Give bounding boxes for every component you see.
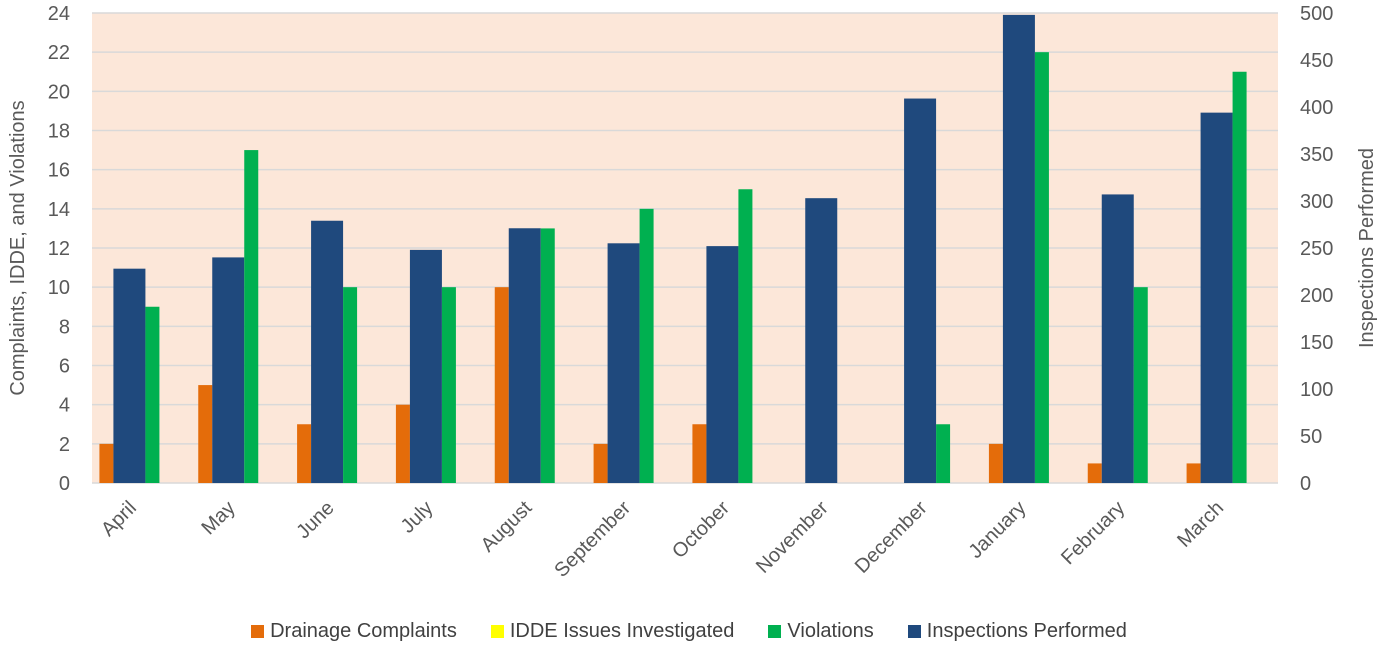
bar-violations bbox=[936, 424, 951, 483]
legend: Drainage Complaints IDDE Issues Investig… bbox=[0, 620, 1378, 643]
grid-lines bbox=[92, 12, 1278, 484]
bars bbox=[99, 14, 1247, 484]
bar-violations bbox=[343, 287, 358, 483]
bar-violations bbox=[441, 287, 456, 483]
y-tick-label: 4 bbox=[59, 395, 70, 417]
legend-item-inspections-performed: Inspections Performed bbox=[907, 620, 1127, 643]
legend-label-drainage-complaints: Drainage Complaints bbox=[270, 620, 457, 642]
y2-tick-label: 450 bbox=[1300, 50, 1333, 72]
bar-inspections-performed bbox=[113, 268, 146, 483]
legend-label-violations: Violations bbox=[787, 620, 874, 642]
bar-inspections-performed bbox=[409, 249, 442, 483]
bar-inspections-performed bbox=[311, 220, 344, 484]
legend-label-inspections-performed: Inspections Performed bbox=[926, 620, 1127, 642]
bar-drainage-complaints bbox=[198, 385, 213, 483]
y-tick-label: 0 bbox=[59, 473, 70, 495]
x-tick-label: December bbox=[851, 497, 932, 578]
y2-tick-label: 100 bbox=[1300, 379, 1333, 401]
legend-swatch-idde-issues bbox=[490, 625, 504, 638]
y2-tick-label: 500 bbox=[1300, 3, 1333, 25]
y-tick-label: 18 bbox=[48, 121, 70, 143]
y-tick-label: 20 bbox=[48, 81, 70, 103]
y-tick-label: 16 bbox=[48, 160, 70, 182]
bar-drainage-complaints bbox=[297, 424, 312, 483]
x-tick-label: March bbox=[1173, 497, 1228, 552]
bar-inspections-performed bbox=[607, 243, 640, 483]
x-tick-label: April bbox=[97, 497, 141, 541]
bar-drainage-complaints bbox=[692, 424, 707, 483]
y-tick-label: 22 bbox=[48, 42, 70, 64]
bar-violations bbox=[1133, 287, 1148, 483]
legend-item-violations: Violations bbox=[768, 620, 874, 643]
bar-inspections-performed bbox=[805, 198, 838, 483]
bar-violations bbox=[540, 228, 555, 483]
x-tick-label: September bbox=[550, 497, 635, 582]
y-tick-label: 14 bbox=[48, 199, 70, 221]
bar-inspections-performed bbox=[904, 98, 937, 483]
bar-drainage-complaints bbox=[1186, 463, 1201, 483]
legend-swatch-violations bbox=[768, 625, 782, 638]
x-tick-label: August bbox=[477, 497, 537, 557]
x-tick-label: January bbox=[965, 497, 1031, 563]
y-tick-label: 2 bbox=[59, 434, 70, 456]
bar-drainage-complaints bbox=[494, 287, 509, 483]
bar-violations bbox=[639, 208, 654, 484]
y2-tick-label: 150 bbox=[1300, 332, 1333, 354]
y2-tick-label: 300 bbox=[1300, 191, 1333, 213]
y-tick-label: 6 bbox=[59, 356, 70, 378]
y-tick-label: 12 bbox=[48, 238, 70, 260]
y-tick-label: 24 bbox=[48, 3, 70, 25]
x-tick-label: June bbox=[292, 497, 338, 543]
legend-swatch-drainage-complaints bbox=[251, 625, 265, 638]
y2-tick-label: 200 bbox=[1300, 285, 1333, 307]
bar-violations bbox=[1034, 52, 1049, 484]
legend-label-idde-issues: IDDE Issues Investigated bbox=[509, 620, 735, 642]
bar-drainage-complaints bbox=[99, 443, 114, 483]
y2-tick-label: 350 bbox=[1300, 144, 1333, 166]
bar-inspections-performed bbox=[1101, 194, 1134, 484]
bar-inspections-performed bbox=[706, 246, 739, 483]
x-tick-label: May bbox=[198, 497, 240, 539]
bar-drainage-complaints bbox=[395, 404, 410, 483]
bar-drainage-complaints bbox=[593, 443, 608, 483]
bar-violations bbox=[145, 306, 160, 483]
bar-inspections-performed bbox=[1200, 112, 1233, 483]
bar-inspections-performed bbox=[508, 228, 541, 483]
y2-axis-label: Inspections Performed bbox=[1356, 148, 1378, 348]
bar-violations bbox=[738, 189, 753, 483]
legend-item-drainage-complaints: Drainage Complaints bbox=[251, 620, 457, 643]
bar-drainage-complaints bbox=[1087, 463, 1102, 483]
bar-violations bbox=[1232, 71, 1247, 483]
x-tick-label: July bbox=[397, 497, 438, 538]
y-tick-label: 8 bbox=[59, 316, 70, 338]
x-tick-label: October bbox=[668, 497, 734, 563]
x-tick-label: February bbox=[1057, 497, 1129, 569]
legend-swatch-inspections-performed bbox=[907, 625, 921, 638]
bar-inspections-performed bbox=[212, 257, 245, 483]
bar-violations bbox=[244, 150, 259, 484]
y-axis-label: Complaints, IDDE, and Violations bbox=[7, 100, 29, 395]
legend-item-idde-issues: IDDE Issues Investigated bbox=[490, 620, 735, 643]
y2-tick-label: 0 bbox=[1300, 473, 1311, 495]
y2-tick-label: 250 bbox=[1300, 238, 1333, 260]
y2-tick-label: 50 bbox=[1300, 426, 1322, 448]
y-tick-label: 10 bbox=[48, 277, 70, 299]
bar-drainage-complaints bbox=[988, 443, 1003, 483]
bar-inspections-performed bbox=[1002, 14, 1035, 483]
x-tick-label: November bbox=[752, 497, 833, 578]
y2-tick-label: 400 bbox=[1300, 97, 1333, 119]
